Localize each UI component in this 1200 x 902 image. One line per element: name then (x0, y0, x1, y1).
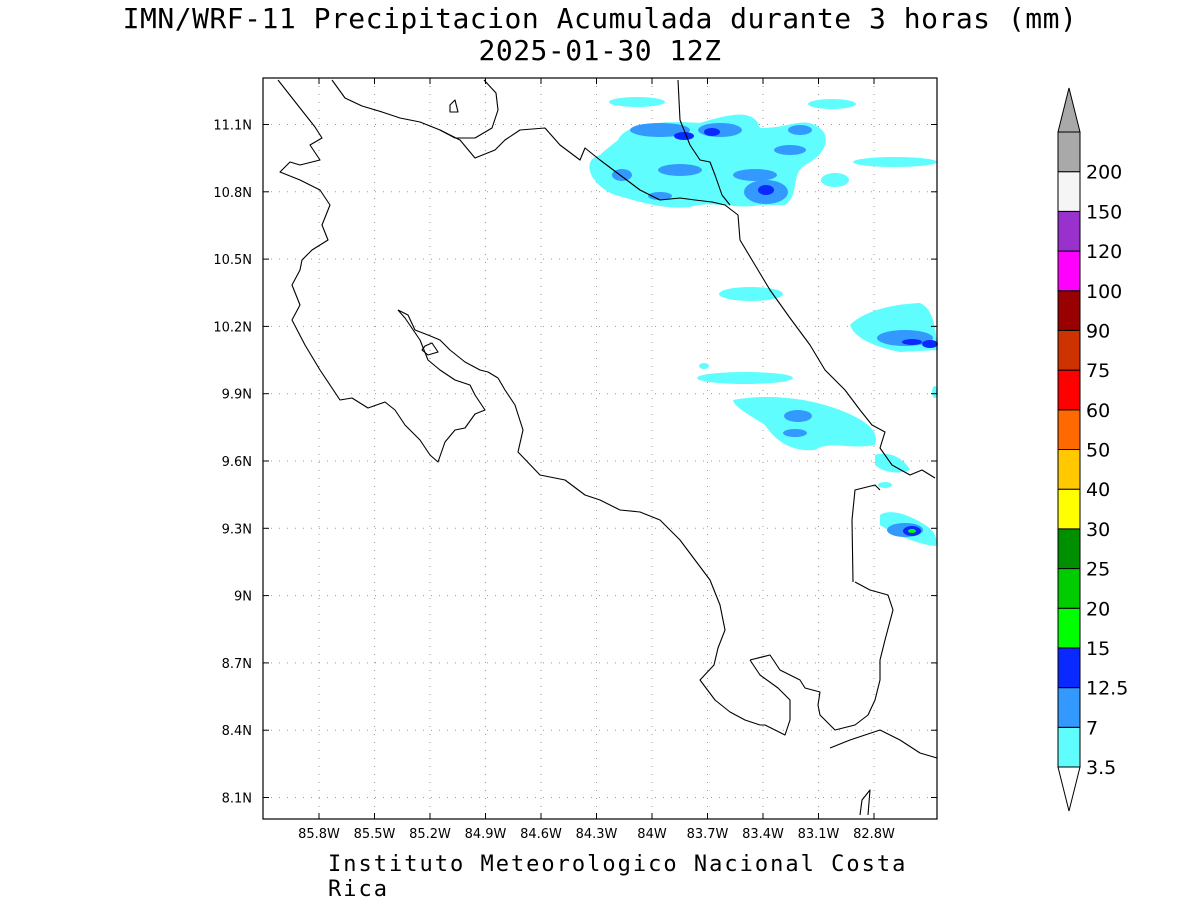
colorbar-label: 75 (1086, 360, 1110, 382)
colorbar-swatch (1057, 488, 1081, 530)
colorbar-label: 100 (1086, 281, 1122, 303)
colorbar-swatch (1057, 528, 1081, 570)
lat-tick-label: 10.2N (213, 320, 252, 335)
lon-tick-label: 82.8W (853, 827, 895, 842)
lon-tick-label: 83.4W (742, 827, 784, 842)
colorbar-label: 3.5 (1086, 757, 1116, 779)
axis-ticks (263, 78, 937, 819)
colorbar-label: 150 (1086, 201, 1122, 223)
map-title: IMN/WRF-11 Precipitacion Acumulada duran… (122, 2, 1078, 35)
lon-tick-label: 84.3W (576, 827, 618, 842)
colorbar-swatch (1057, 568, 1081, 609)
colorbar-label: 20 (1086, 598, 1110, 620)
colorbar-under-triangle (1057, 766, 1081, 812)
colorbar-swatch (1057, 131, 1081, 173)
lat-tick-label: 8.1N (222, 792, 252, 807)
colorbar-label: 50 (1086, 440, 1110, 462)
lat-tick-label: 9N (234, 590, 252, 605)
colorbar-swatch (1057, 409, 1081, 450)
map-frame (262, 77, 938, 820)
lon-tick-label: 85.5W (354, 827, 396, 842)
coastline (277, 79, 938, 816)
colorbar-swatch (1057, 250, 1081, 292)
lat-tick-label: 10.5N (213, 253, 252, 268)
colorbar-swatch (1057, 329, 1081, 371)
longitude-labels: 85.8W 85.5W 85.2W 84.9W 84.6W 84.3W 84W 83.7W 83… (298, 827, 895, 842)
colorbar-over-triangle (1057, 87, 1081, 133)
colorbar-swatch (1057, 647, 1081, 689)
colorbar-label: 40 (1086, 479, 1110, 501)
lat-tick-label: 8.7N (222, 657, 252, 672)
lat-tick-label: 9.6N (222, 455, 252, 470)
colorbar: 3.5 7 12.5 15 20 25 30 40 50 60 75 90 100 120 150 200 (1057, 87, 1128, 812)
colorbar-swatch (1057, 369, 1081, 411)
colorbar-label: 7 (1086, 717, 1098, 739)
lon-tick-label: 83.7W (687, 827, 729, 842)
colorbar-label: 25 (1086, 559, 1110, 581)
gridlines (263, 78, 937, 819)
lat-tick-label: 9.3N (222, 522, 252, 537)
colorbar-swatch (1057, 687, 1081, 728)
colorbar-swatch (1057, 726, 1081, 768)
colorbar-swatch (1057, 449, 1081, 490)
lon-tick-label: 84.6W (520, 827, 562, 842)
lon-tick-label: 85.8W (298, 827, 340, 842)
colorbar-swatch (1057, 607, 1081, 649)
colorbar-label: 90 (1086, 320, 1110, 342)
lat-tick-label: 11.1N (213, 119, 252, 134)
colorbar-swatch (1057, 290, 1081, 331)
lon-tick-label: 84.9W (465, 827, 507, 842)
colorbar-label: 30 (1086, 519, 1110, 541)
colorbar-label: 12.5 (1086, 678, 1128, 700)
colorbar-swatch (1057, 171, 1081, 212)
colorbar-label: 200 (1086, 162, 1122, 184)
colorbar-label: 120 (1086, 241, 1122, 263)
lon-tick-label: 84W (637, 827, 667, 842)
colorbar-swatch (1057, 210, 1081, 252)
footer-credit: Instituto Meteorologico Nacional Costa R… (328, 852, 908, 902)
colorbar-label: 60 (1086, 400, 1110, 422)
precipitation-field (589, 97, 938, 546)
latitude-labels: 11.1N 10.8N 10.5N 10.2N 9.9N 9.6N 9.3N 9N 8.7N 8.… (213, 119, 252, 807)
colorbar-label: 15 (1086, 638, 1110, 660)
map-date: 2025-01-30 12Z (478, 34, 722, 67)
lon-tick-label: 85.2W (409, 827, 451, 842)
lon-tick-label: 83.1W (798, 827, 840, 842)
lat-tick-label: 8.4N (222, 724, 252, 739)
lat-tick-label: 10.8N (213, 186, 252, 201)
lat-tick-label: 9.9N (222, 388, 252, 403)
